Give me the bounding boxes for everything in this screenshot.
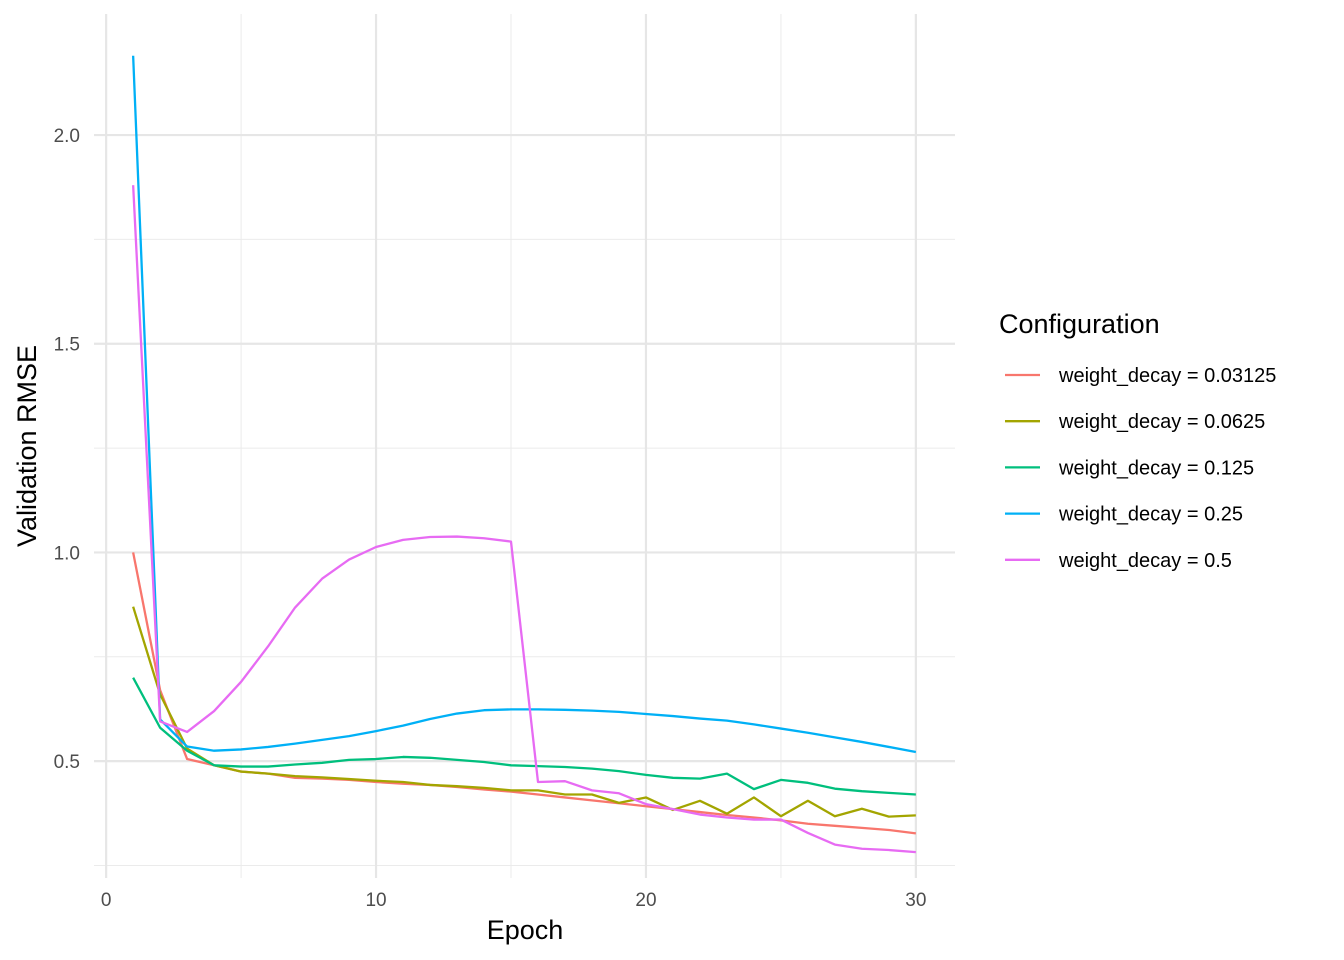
legend-label: weight_decay = 0.03125 xyxy=(1058,365,1276,387)
legend-label: weight_decay = 0.0625 xyxy=(1058,411,1265,433)
legend-label: weight_decay = 0.5 xyxy=(1058,550,1232,572)
x-axis-title: Epoch xyxy=(487,915,564,945)
legend-label: weight_decay = 0.25 xyxy=(1058,504,1243,526)
legend-item: weight_decay = 0.25 xyxy=(1005,504,1243,526)
legend-item: weight_decay = 0.0625 xyxy=(1005,411,1265,433)
y-tick-label: 1.5 xyxy=(54,335,80,356)
y-tick-label: 1.0 xyxy=(54,543,80,564)
series-line xyxy=(131,55,917,754)
minor-gridlines xyxy=(94,14,955,878)
legend-title: Configuration xyxy=(999,309,1160,339)
y-tick-label: 0.5 xyxy=(54,752,80,773)
y-tick-label: 2.0 xyxy=(54,126,80,147)
legend-item: weight_decay = 0.125 xyxy=(1005,457,1254,479)
legend-items: weight_decay = 0.03125 weight_decay = 0.0… xyxy=(1005,365,1276,572)
legend-label: weight_decay = 0.125 xyxy=(1058,457,1254,479)
x-axis-tick-labels: 0 10 20 30 xyxy=(101,890,927,911)
x-tick-label: 30 xyxy=(905,890,926,911)
x-tick-label: 20 xyxy=(635,890,656,911)
major-gridlines xyxy=(94,14,955,878)
legend-item: weight_decay = 0.5 xyxy=(1005,550,1232,572)
legend-item: weight_decay = 0.03125 xyxy=(1005,365,1276,387)
legend: Configuration weight_decay = 0.03125weig… xyxy=(999,309,1276,572)
series-line xyxy=(132,677,916,796)
x-tick-label: 0 xyxy=(101,890,112,911)
series-line xyxy=(132,606,916,818)
x-tick-label: 10 xyxy=(365,890,386,911)
y-axis-title: Validation RMSE xyxy=(12,345,42,547)
y-axis-tick-labels: 0.5 1.0 1.5 2.0 xyxy=(54,126,80,773)
series-line xyxy=(131,185,916,854)
series-lines xyxy=(131,55,917,854)
